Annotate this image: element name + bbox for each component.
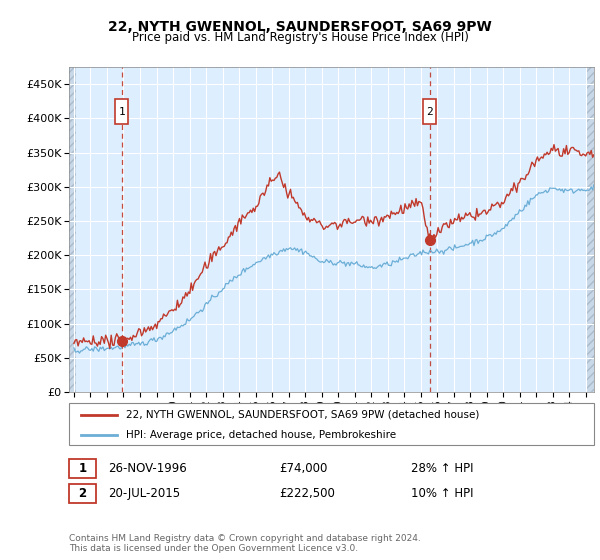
Text: HPI: Average price, detached house, Pembrokeshire: HPI: Average price, detached house, Pemb… — [126, 430, 396, 440]
Text: 1: 1 — [79, 461, 86, 475]
Text: £74,000: £74,000 — [279, 461, 328, 475]
Text: 10% ↑ HPI: 10% ↑ HPI — [411, 487, 473, 500]
Text: 20-JUL-2015: 20-JUL-2015 — [108, 487, 180, 500]
Text: £222,500: £222,500 — [279, 487, 335, 500]
Text: 1: 1 — [118, 106, 125, 116]
Text: 2: 2 — [79, 487, 86, 500]
Text: 2: 2 — [427, 106, 433, 116]
Text: 22, NYTH GWENNOL, SAUNDERSFOOT, SA69 9PW: 22, NYTH GWENNOL, SAUNDERSFOOT, SA69 9PW — [108, 20, 492, 34]
FancyBboxPatch shape — [115, 99, 128, 124]
Bar — [69, 67, 76, 392]
Text: 22, NYTH GWENNOL, SAUNDERSFOOT, SA69 9PW (detached house): 22, NYTH GWENNOL, SAUNDERSFOOT, SA69 9PW… — [126, 410, 479, 420]
Text: Contains HM Land Registry data © Crown copyright and database right 2024.
This d: Contains HM Land Registry data © Crown c… — [69, 534, 421, 553]
Text: Price paid vs. HM Land Registry's House Price Index (HPI): Price paid vs. HM Land Registry's House … — [131, 31, 469, 44]
Text: 26-NOV-1996: 26-NOV-1996 — [108, 461, 187, 475]
Bar — [586, 67, 594, 392]
Text: 28% ↑ HPI: 28% ↑ HPI — [411, 461, 473, 475]
FancyBboxPatch shape — [423, 99, 436, 124]
